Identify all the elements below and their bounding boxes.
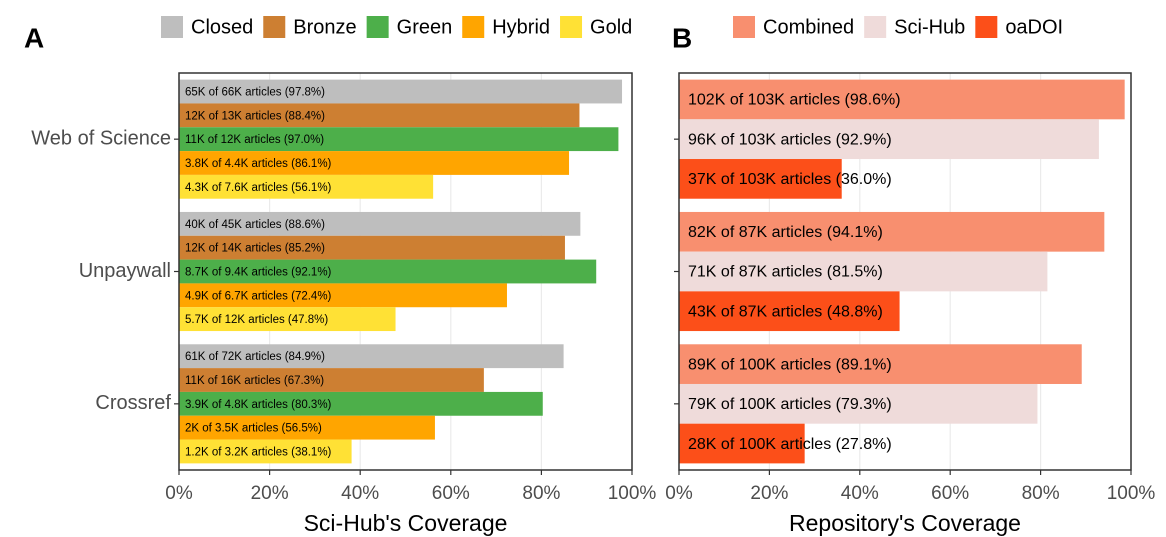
bar (179, 391, 543, 416)
data-label: 4.9K of 6.7K articles (72.4%) (185, 290, 332, 302)
x-tick-label: 40% (341, 483, 379, 504)
bar (179, 103, 580, 128)
legend-swatch (733, 16, 755, 38)
x-tick-label: 20% (750, 483, 788, 504)
data-label: 61K of 72K articles (84.9%) (185, 351, 325, 363)
x-axis-title: Repository's Coverage (789, 510, 1021, 536)
legend-label: Hybrid (492, 16, 550, 38)
bar (179, 211, 581, 236)
data-label: 28K of 100K articles (27.8%) (688, 436, 892, 453)
bar (679, 344, 1082, 384)
legend-swatch (161, 16, 183, 38)
legend-label: Sci-Hub (894, 16, 965, 38)
legend-label: Gold (590, 16, 632, 38)
legend-label: Green (397, 16, 453, 38)
data-label: 11K of 16K articles (67.3%) (185, 375, 324, 387)
bar (179, 174, 434, 199)
x-tick-label: 0% (165, 483, 193, 504)
panel-label: A (24, 22, 44, 53)
bar (679, 251, 1048, 292)
plot-frame (178, 72, 633, 471)
x-tick-label: 40% (841, 483, 879, 504)
data-label: 43K of 87K articles (48.8%) (688, 303, 883, 320)
y-tick-label: Crossref (95, 392, 171, 414)
x-tick-label: 20% (251, 483, 289, 504)
x-tick-label: 80% (522, 483, 560, 504)
data-label: 12K of 14K articles (85.2%) (185, 243, 325, 255)
data-label: 96K of 103K articles (92.9%) (688, 131, 892, 148)
data-label: 3.8K of 4.4K articles (86.1%) (185, 158, 332, 170)
bar (179, 368, 484, 392)
legend-swatch (263, 16, 286, 38)
x-tick-label: 100% (1107, 483, 1156, 504)
bar (679, 159, 842, 199)
legend-swatch (366, 16, 389, 38)
bar (179, 283, 507, 308)
plot-frame (678, 72, 1132, 471)
data-label: 3.9K of 4.8K articles (80.3%) (185, 399, 332, 411)
x-tick-label: 0% (665, 483, 693, 504)
x-tick-label: 60% (931, 483, 969, 504)
y-tick-label: Web of Science (31, 127, 171, 149)
bar (679, 423, 805, 464)
data-label: 82K of 87K articles (94.1%) (688, 224, 883, 241)
data-label: 102K of 103K articles (98.6%) (688, 92, 901, 109)
y-tick-label: Unpaywall (79, 260, 171, 282)
bar (179, 259, 597, 284)
bar (179, 415, 435, 440)
bar (179, 151, 570, 175)
data-label: 4.3K of 7.6K articles (56.1%) (185, 182, 332, 194)
bar (679, 79, 1125, 120)
bar (179, 439, 352, 464)
legend-label: oaDOI (1005, 16, 1063, 38)
data-label: 79K of 100K articles (79.3%) (688, 396, 892, 413)
bar (179, 127, 619, 152)
bar (679, 119, 1099, 160)
data-label: 71K of 87K articles (81.5%) (688, 264, 883, 281)
legend-swatch (864, 16, 887, 38)
legend-label: Bronze (293, 16, 356, 38)
bar (179, 235, 565, 260)
data-label: 37K of 103K articles (36.0%) (688, 171, 892, 188)
legend-swatch (560, 16, 583, 38)
data-label: 1.2K of 3.2K articles (38.1%) (185, 447, 332, 459)
data-label: 12K of 13K articles (88.4%) (185, 110, 325, 122)
data-label: 65K of 66K articles (97.8%) (185, 87, 325, 99)
data-label: 40K of 45K articles (88.6%) (185, 219, 325, 231)
legend-swatch (462, 16, 485, 38)
x-tick-label: 60% (432, 483, 470, 504)
bar (179, 344, 564, 369)
bar (679, 291, 900, 332)
x-axis-title: Sci-Hub's Coverage (304, 510, 508, 536)
data-label: 2K of 3.5K articles (56.5%) (185, 423, 322, 435)
legend-label: Combined (763, 16, 854, 38)
data-label: 8.7K of 9.4K articles (92.1%) (185, 267, 332, 279)
x-tick-label: 80% (1022, 483, 1060, 504)
panel-label: B (672, 22, 692, 53)
data-label: 89K of 100K articles (89.1%) (688, 356, 892, 373)
legend-swatch (975, 16, 998, 38)
x-tick-label: 100% (608, 483, 657, 504)
bar (679, 383, 1038, 424)
bar (179, 79, 623, 104)
bar (679, 211, 1105, 252)
data-label: 5.7K of 12K articles (47.8%) (185, 314, 328, 326)
legend-label: Closed (191, 16, 253, 38)
data-label: 11K of 12K articles (97.0%) (185, 134, 324, 146)
bar (179, 307, 396, 332)
